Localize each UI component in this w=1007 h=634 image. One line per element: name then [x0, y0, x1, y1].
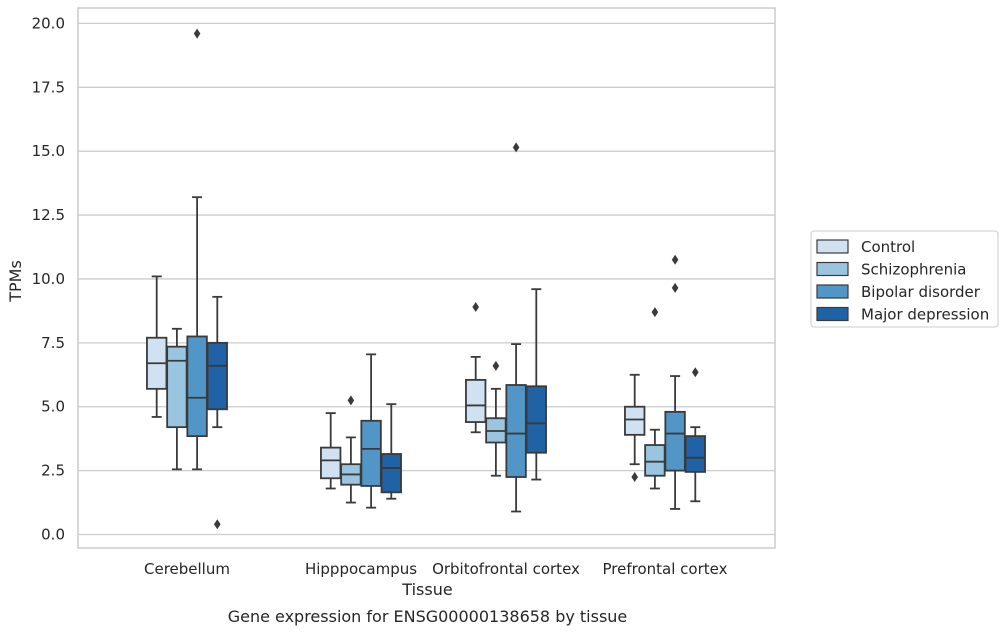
box-plot-area: [146, 28, 706, 530]
box: [186, 335, 208, 438]
y-tick-label: 12.5: [32, 206, 65, 224]
legend-frame: [810, 230, 999, 328]
outlier-point: [631, 472, 638, 483]
box: [360, 419, 382, 487]
outlier-point: [671, 282, 679, 293]
box-schizophrenia: [166, 327, 188, 471]
y-tick-label: 0.0: [41, 526, 65, 544]
box-major-depression: [380, 403, 402, 500]
y-tick-label: 17.5: [32, 78, 65, 96]
box: [505, 384, 527, 478]
box: [624, 405, 646, 436]
box-schizophrenia: [485, 360, 507, 477]
x-tick-label: Hipppocampus: [305, 560, 417, 578]
outlier-point: [651, 307, 659, 318]
legend: Control Schizophrenia Bipolar disorder Majo…: [810, 230, 999, 328]
x-axis-ticks: Cerebellum Hipppocampus Orbitofrontal cort…: [144, 560, 728, 578]
y-tick-label: 5.0: [41, 398, 65, 416]
y-axis-ticks: 0.0 2.5 5.0 7.5 10.0 12.5 15.0 17.5 20.0: [32, 14, 65, 543]
box: [206, 341, 228, 411]
y-tick-label: 20.0: [32, 14, 65, 32]
chart-caption: Gene expression for ENSG00000138658 by t…: [228, 607, 628, 626]
outlier-point: [512, 142, 520, 153]
box: [664, 410, 686, 472]
box: [525, 385, 547, 454]
box: [320, 446, 342, 480]
y-tick-label: 2.5: [41, 462, 65, 480]
outlier-point: [214, 519, 221, 530]
plot-frame: [77, 7, 776, 549]
outlier-point: [347, 395, 355, 406]
x-axis-label: Tissue: [401, 580, 452, 599]
box-major-depression: [525, 288, 547, 481]
box: [644, 444, 666, 477]
box-schizophrenia: [644, 307, 666, 490]
box-bipolar-disorder: [505, 142, 527, 513]
box-control: [624, 373, 646, 483]
legend-swatch: [816, 261, 849, 277]
box-schizophrenia: [340, 395, 362, 504]
x-tick-label: Cerebellum: [144, 560, 230, 578]
box-control: [465, 302, 487, 434]
box: [166, 345, 188, 429]
legend-label: Schizophrenia: [861, 261, 966, 279]
box: [465, 378, 487, 423]
y-tick-label: 7.5: [41, 334, 65, 352]
x-tick-label: Orbitofrontal cortex: [432, 560, 580, 578]
outlier-point: [492, 360, 500, 371]
box-major-depression: [206, 295, 228, 530]
outlier-point: [671, 254, 679, 265]
box: [684, 435, 706, 473]
box-bipolar-disorder: [360, 353, 382, 509]
legend-swatch: [816, 306, 849, 322]
y-tick-label: 10.0: [32, 270, 65, 288]
x-tick-label: Prefrontal cortex: [603, 560, 728, 578]
legend-swatch: [816, 239, 849, 254]
outlier-point: [692, 367, 699, 378]
y-tick-label: 15.0: [32, 142, 65, 160]
box-control: [320, 412, 342, 490]
box-control: [146, 275, 168, 418]
y-axis-label: TPMs: [6, 260, 25, 303]
box: [380, 453, 402, 494]
legend-label: Major depression: [861, 306, 989, 324]
outlier-point: [472, 302, 479, 313]
legend-swatch: [816, 284, 849, 299]
box-bipolar-disorder: [186, 28, 208, 471]
legend-label: Bipolar disorder: [861, 283, 981, 301]
legend-label: Control: [861, 238, 915, 256]
box-bipolar-disorder: [664, 254, 686, 510]
outlier-point: [193, 28, 201, 39]
box-major-depression: [684, 367, 706, 503]
